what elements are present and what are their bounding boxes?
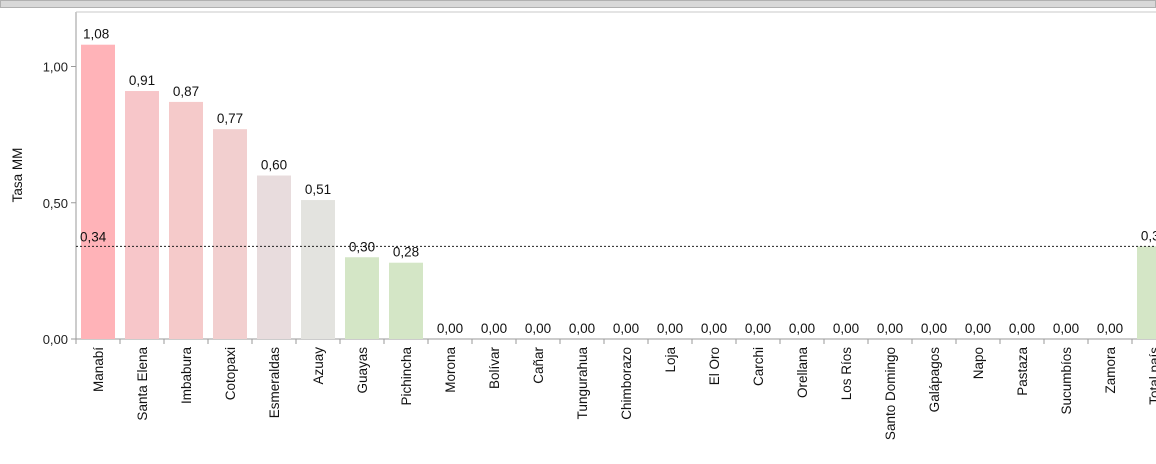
x-tick-label: Zamora (1103, 347, 1118, 394)
x-tick-label: Carchi (751, 347, 766, 386)
y-axis: 0,00 0,50 1,00 (43, 11, 1156, 347)
x-tick-label: Tungurahua (575, 347, 590, 420)
bar (1137, 246, 1156, 339)
data-label: 0,00 (745, 321, 771, 336)
y-axis-title: Tasa MM (10, 148, 25, 203)
x-tick-label: Sucumbíos (1059, 347, 1074, 415)
x-tick-label: Guayas (355, 347, 370, 394)
y-tick-label: 1,00 (43, 60, 68, 75)
reference-line-label: 0,34 (80, 229, 107, 244)
data-label: 0,28 (393, 245, 419, 260)
bar (169, 101, 203, 339)
bar (81, 44, 115, 339)
bar (257, 175, 291, 339)
data-label: 0,30 (349, 239, 375, 254)
data-label: 0,00 (789, 321, 815, 336)
x-tick-label: Esmeraldas (267, 347, 282, 419)
data-label: 0,60 (261, 158, 287, 173)
x-tick-label: Los Ríos (839, 347, 854, 401)
data-labels: 1,08 0,91 0,87 0,77 0,60 0,51 0,30 0,28 0,00 0,00… (83, 27, 1156, 336)
x-tick-label: Santa Elena (135, 347, 150, 421)
x-tick-label: Santo Domingo (883, 347, 898, 440)
data-label: 0,91 (129, 73, 155, 88)
data-label: 0,00 (921, 321, 947, 336)
x-tick-label: Napo (971, 347, 986, 379)
data-label: 0,87 (173, 84, 199, 99)
bar (345, 257, 379, 339)
data-label: 0,34 (1141, 228, 1156, 243)
data-label: 0,00 (613, 321, 639, 336)
data-label: 0,00 (525, 321, 551, 336)
y-tick-label: 0,50 (43, 196, 68, 211)
x-tick-label: Imbabura (179, 347, 194, 405)
x-axis: Manabí Santa Elena Imbabura Cotopaxi Esmeral… (75, 339, 1156, 440)
y-tick-label: 0,00 (43, 332, 68, 347)
data-label: 0,00 (1009, 321, 1035, 336)
x-tick-label: Manabí (91, 347, 106, 392)
x-tick-label: Cotopaxi (223, 347, 238, 400)
data-label: 0,00 (1053, 321, 1079, 336)
x-tick-label: Chimborazo (619, 347, 634, 420)
x-tick-label: Bolívar (487, 347, 502, 390)
data-label: 1,08 (83, 27, 109, 42)
data-label: 0,00 (657, 321, 683, 336)
x-tick-label: Orellana (795, 347, 810, 399)
bars (81, 44, 1156, 340)
data-label: 0,51 (305, 182, 331, 197)
x-tick-label: Total país (1147, 347, 1156, 405)
data-label: 0,77 (217, 111, 243, 126)
bar (213, 129, 247, 339)
x-tick-label: Morona (443, 347, 458, 393)
data-label: 0,00 (965, 321, 991, 336)
x-tick-label: Pichincha (399, 347, 414, 406)
x-tick-label: Cañar (531, 347, 546, 384)
data-label: 0,00 (1097, 321, 1123, 336)
data-label: 0,00 (877, 321, 903, 336)
x-tick-label: Pastaza (1015, 347, 1030, 396)
bar (301, 200, 335, 339)
x-tick-label: Galápagos (927, 347, 942, 413)
data-label: 0,00 (833, 321, 859, 336)
reference-line: 0,34 (76, 229, 1156, 247)
x-tick-label: Loja (663, 347, 678, 373)
x-tick-label: El Oro (707, 347, 722, 385)
bar (389, 262, 423, 339)
data-label: 0,00 (701, 321, 727, 336)
x-tick-label: Azuay (311, 347, 326, 385)
data-label: 0,00 (569, 321, 595, 336)
bar (125, 91, 159, 340)
data-label: 0,00 (437, 321, 463, 336)
data-label: 0,00 (481, 321, 507, 336)
